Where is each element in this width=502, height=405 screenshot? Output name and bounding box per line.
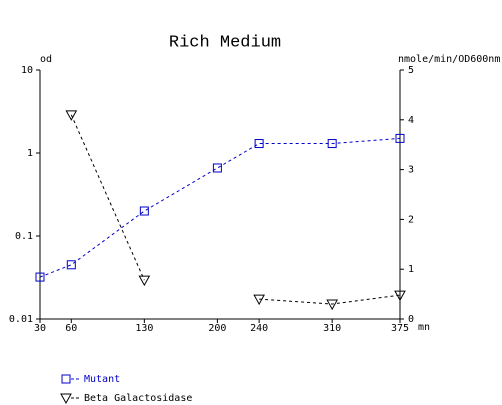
y2-tick-label: 1 (408, 264, 414, 275)
marker (326, 299, 339, 311)
x-tick-label: 130 (135, 323, 153, 334)
marker (253, 294, 265, 306)
legend-marker (60, 393, 72, 405)
y-axis-label: od (40, 54, 52, 65)
series-line (39, 137, 401, 278)
x-tick-label: 30 (34, 323, 46, 334)
marker (212, 163, 222, 173)
y-tick-label: 10 (21, 65, 33, 76)
marker (139, 206, 149, 216)
x-tick-label: 310 (323, 323, 341, 334)
marker (138, 275, 151, 287)
y2-tick-label: 4 (408, 115, 414, 126)
y-tick-label: 1 (27, 148, 33, 159)
chart-title: Rich Medium (169, 33, 281, 52)
marker (394, 290, 406, 302)
y2-tick-label: 3 (408, 165, 414, 176)
series-line (70, 114, 145, 281)
y2-tick-label: 0 (408, 314, 414, 325)
marker (65, 110, 78, 121)
y2-tick-label: 2 (408, 214, 414, 225)
x-axis-label: mn (418, 322, 430, 333)
x-tick-label: 375 (391, 323, 409, 334)
x-tick-label: 60 (65, 323, 77, 334)
legend-label: Beta Galactosidase (84, 393, 192, 404)
marker (66, 260, 76, 270)
legend-label: Mutant (84, 374, 120, 385)
marker (327, 139, 337, 149)
y2-tick-label: 5 (408, 65, 414, 76)
marker (395, 133, 405, 143)
x-tick-label: 240 (250, 323, 268, 334)
legend-marker (61, 374, 71, 384)
y-tick-label: 0.01 (9, 314, 33, 325)
x-tick-label: 200 (208, 323, 226, 334)
series-line (259, 294, 401, 305)
marker (35, 272, 45, 282)
y2-axis-label: nmole/min/OD600nm (398, 54, 500, 65)
y-tick-label: 0.1 (15, 231, 33, 242)
marker (254, 139, 264, 149)
